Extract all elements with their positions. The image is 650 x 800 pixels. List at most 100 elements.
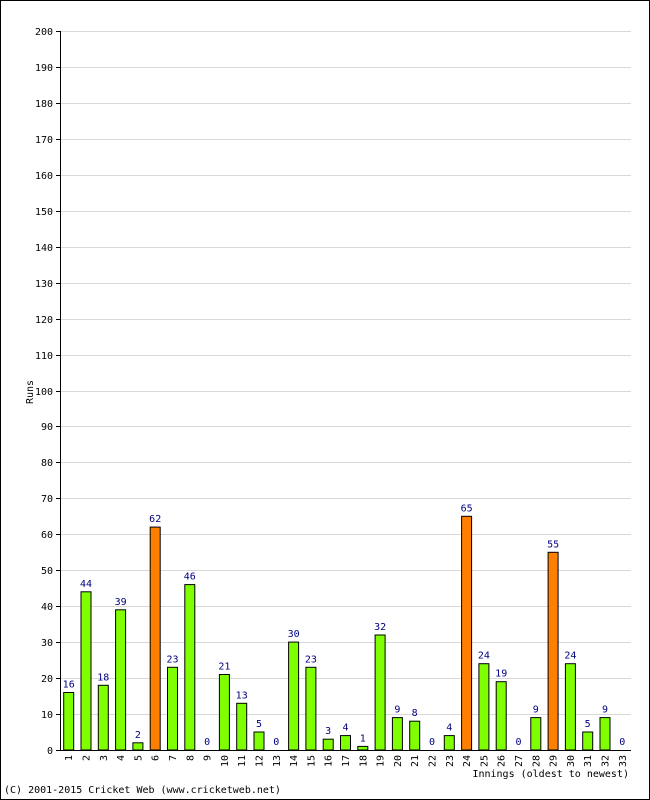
x-tick-label: 11: [237, 755, 248, 767]
y-tick-label: 60: [41, 530, 53, 541]
x-tick-label: 28: [531, 755, 542, 767]
x-tick-label: 22: [428, 755, 439, 767]
bar-innings-23: [443, 735, 455, 751]
y-tick-label: 120: [35, 315, 53, 326]
data-label: 9: [533, 705, 539, 716]
bar-innings-8: [184, 584, 196, 751]
data-label: 2: [135, 730, 141, 741]
y-tick-label: 190: [35, 63, 53, 74]
bar-innings-1: [63, 692, 75, 751]
bar-innings-29: [547, 551, 559, 751]
bar-innings-10: [218, 674, 230, 751]
x-tick-label: 27: [514, 755, 525, 767]
x-tick-label: 2: [82, 755, 93, 761]
bar-innings-31: [582, 731, 594, 751]
y-tick-label: 20: [41, 674, 53, 685]
y-tick-label: 90: [41, 422, 53, 433]
data-label: 9: [602, 705, 608, 716]
data-label: 8: [412, 708, 418, 719]
y-tick-label: 50: [41, 566, 53, 577]
data-label: 24: [478, 651, 490, 662]
data-label: 16: [63, 680, 75, 691]
bar-innings-18: [357, 745, 369, 751]
y-tick-label: 10: [41, 710, 53, 721]
x-tick-label: 29: [549, 755, 560, 767]
x-tick-label: 19: [376, 755, 387, 767]
x-tick-label: 20: [393, 755, 404, 767]
x-tick-label: 17: [341, 755, 352, 767]
y-tick-label: 80: [41, 458, 53, 469]
bar-innings-19: [374, 634, 386, 751]
bar-innings-24: [461, 515, 473, 751]
copyright-notice: (C) 2001-2015 Cricket Web (www.cricketwe…: [4, 785, 281, 796]
x-tick-label: 32: [601, 755, 612, 767]
x-tick-labels: 1 2 3 4 5 6 7 8 9 10 11 12 13 14 15 16 17 18 19 20 21 22 23 24 2…: [64, 755, 629, 767]
bar-innings-5: [132, 742, 144, 751]
x-tick-label: 13: [272, 755, 283, 767]
y-tick-label: 150: [35, 207, 53, 218]
bar-innings-7: [167, 666, 178, 751]
x-tick-label: 26: [497, 755, 508, 767]
bar-innings-20: [391, 717, 403, 751]
x-tick-label: 1: [64, 755, 75, 761]
data-label: 32: [374, 622, 386, 633]
data-label: 5: [585, 719, 591, 730]
data-label: 39: [115, 597, 127, 608]
data-label: 1: [360, 733, 366, 744]
x-tick-label: 12: [255, 755, 266, 767]
data-label: 0: [619, 737, 625, 748]
data-label: 4: [342, 723, 348, 734]
y-tick-labels: 0 10 20 30 40 50 60 70 80 90 100 110 120 130 140 150 160…: [35, 27, 60, 757]
x-tick-label: 30: [566, 755, 577, 767]
bar-innings-21: [409, 720, 421, 751]
bar-innings-17: [340, 735, 351, 751]
data-label: 65: [461, 503, 473, 514]
data-label: 0: [515, 737, 521, 748]
x-tick-label: 24: [462, 755, 473, 767]
x-tick-label: 33: [618, 755, 629, 767]
x-tick-label: 15: [306, 755, 317, 767]
bar-innings-12: [253, 731, 265, 751]
x-tick-label: 6: [151, 755, 162, 761]
data-label: 19: [495, 669, 507, 680]
x-tick-label: 4: [116, 755, 127, 761]
gridlines: [60, 31, 631, 715]
y-tick-label: 70: [41, 494, 53, 505]
data-label: 3: [325, 726, 331, 737]
data-label: 0: [429, 737, 435, 748]
data-label: 18: [97, 672, 109, 683]
y-tick-label: 0: [47, 746, 53, 757]
bar-innings-11: [236, 702, 248, 751]
data-label: 23: [166, 654, 178, 665]
x-tick-label: 14: [289, 755, 300, 767]
y-tick-label: 30: [41, 638, 53, 649]
data-label: 4: [446, 723, 452, 734]
x-tick-label: 31: [583, 755, 594, 767]
data-label: 13: [236, 690, 248, 701]
x-tick-label: 21: [410, 755, 421, 767]
data-label: 44: [80, 579, 92, 590]
x-tick-label: 5: [133, 755, 144, 761]
bar-innings-15: [305, 666, 317, 751]
bar-innings-14: [288, 641, 300, 751]
y-tick-label: 100: [35, 387, 53, 398]
bar-innings-28: [530, 717, 542, 751]
data-label: 55: [547, 539, 559, 550]
bar-innings-6: [149, 526, 161, 751]
y-tick-label: 170: [35, 135, 53, 146]
y-tick-label: 180: [35, 99, 53, 110]
data-label: 9: [394, 705, 400, 716]
y-tick-label: 110: [35, 351, 53, 362]
bar-innings-2: [80, 591, 92, 751]
x-tick-label: 9: [203, 755, 214, 761]
data-label: 30: [288, 629, 300, 640]
y-tick-label: 200: [35, 27, 53, 38]
x-tick-label: 16: [324, 755, 335, 767]
x-tick-label: 3: [99, 755, 110, 761]
data-label: 62: [149, 514, 161, 525]
bar-innings-25: [478, 663, 490, 751]
y-tick-label: 40: [41, 602, 53, 613]
bar-innings-3: [97, 684, 109, 751]
data-label: 0: [204, 737, 210, 748]
